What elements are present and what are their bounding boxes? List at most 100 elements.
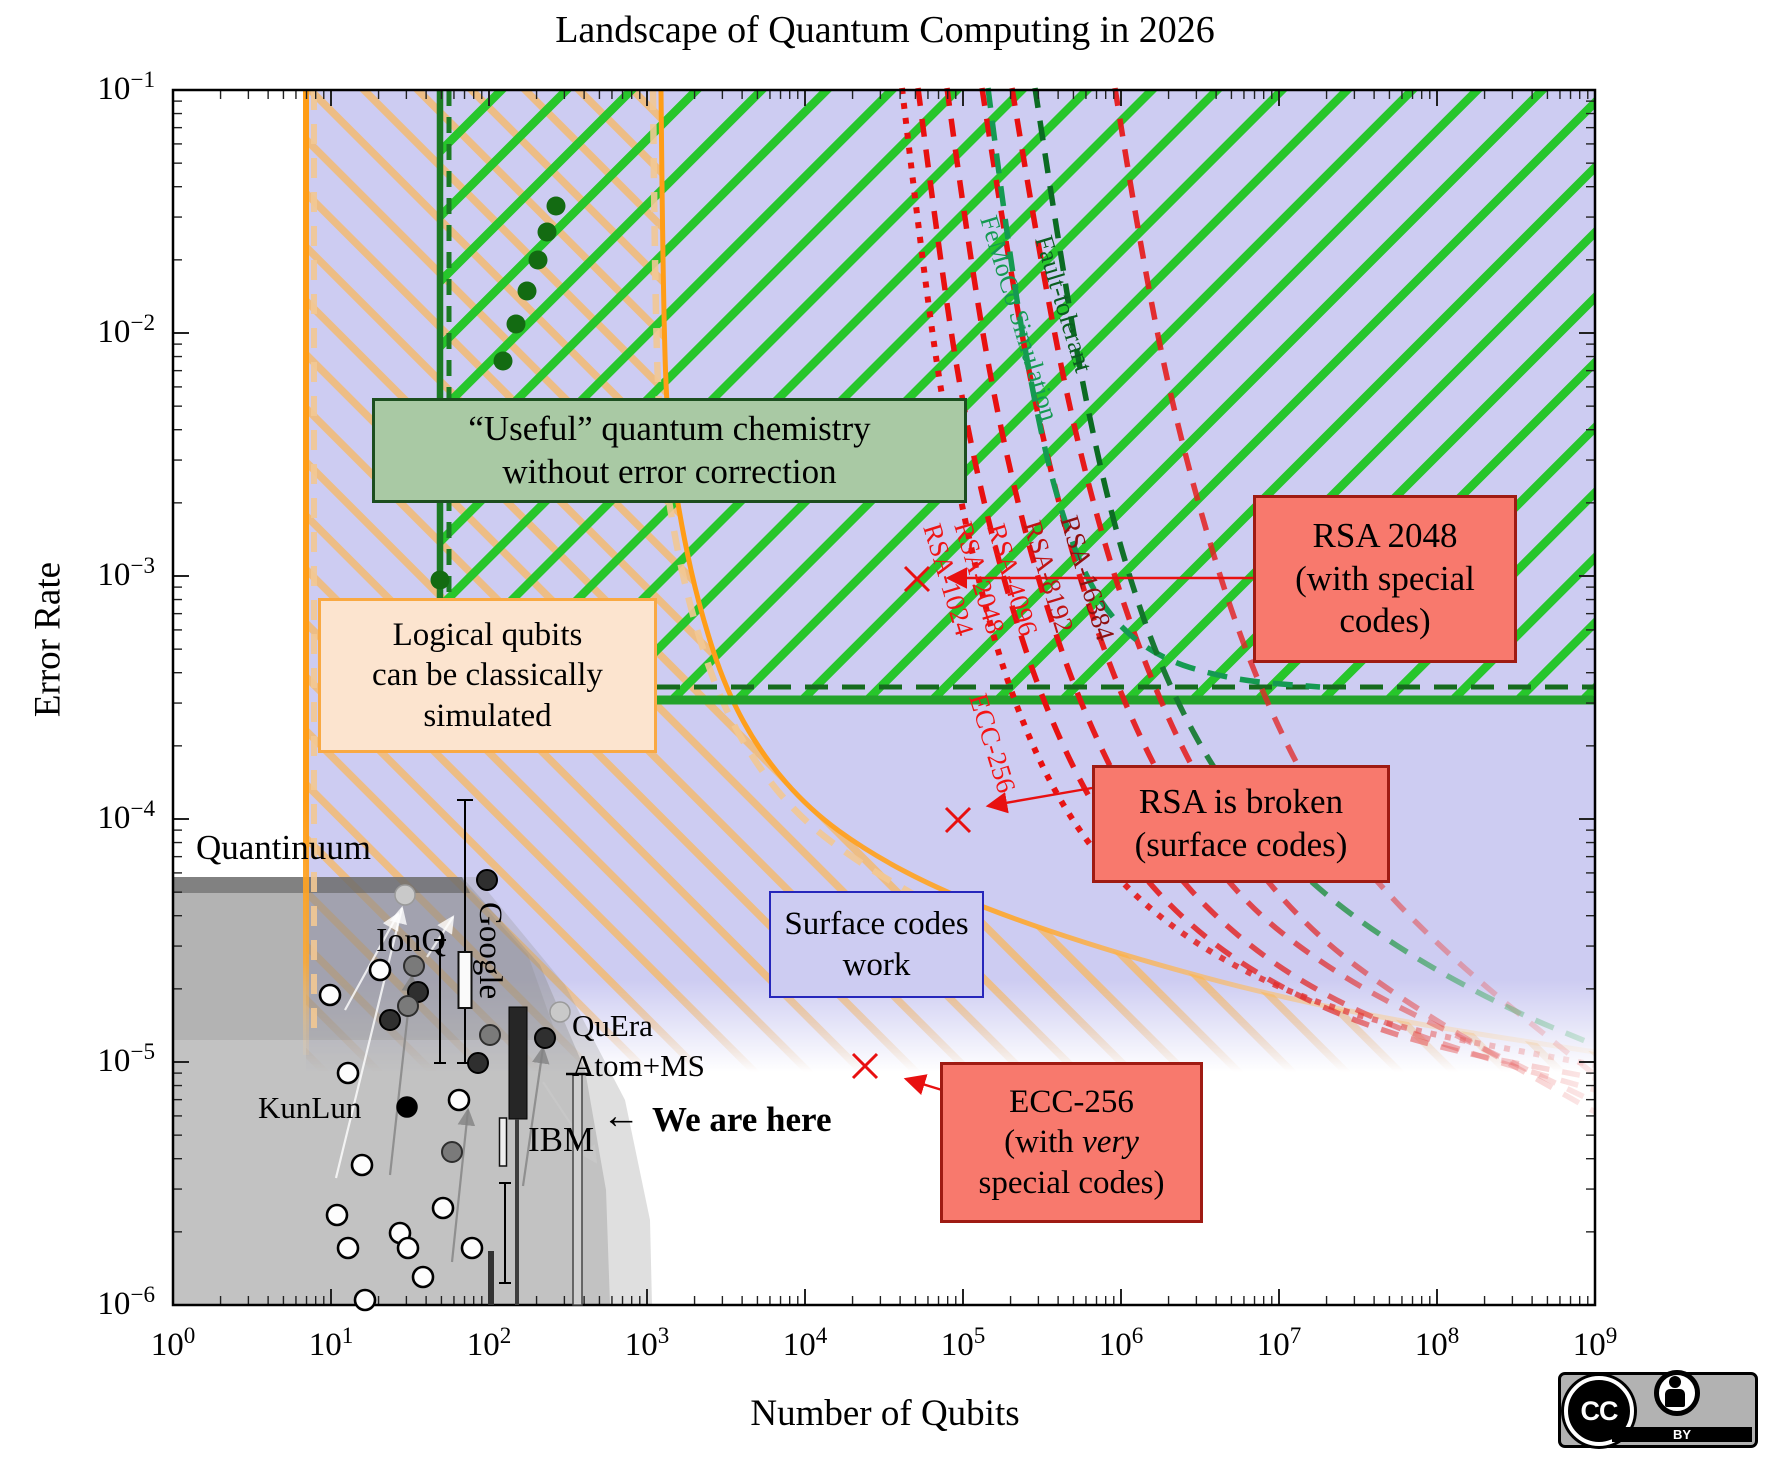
device-data-point: [353, 1288, 377, 1312]
cc-by-label: BY: [1612, 1427, 1752, 1442]
device-data-point: [350, 1153, 374, 1177]
device-data-point: [534, 1027, 556, 1049]
device-data-point: [396, 1236, 420, 1260]
person-icon-body: [1665, 1389, 1685, 1407]
progress-arrow: [344, 912, 400, 1011]
google-marker: [457, 951, 473, 1009]
useful-chemistry-box: “Useful” quantum chemistry without error …: [372, 398, 967, 503]
rsa-1024-curve: [915, 87, 1596, 1081]
device-data-point: [368, 958, 392, 982]
device-data-point: [396, 1096, 418, 1118]
device-data-point: [394, 884, 416, 906]
no-error-correction-trajectory-point: [537, 222, 557, 242]
label-we-are-here: We are here: [652, 1100, 832, 1139]
progress-arrow: [334, 905, 407, 1179]
y-tick-label: 10−4: [97, 795, 155, 836]
device-data-point: [397, 995, 419, 1017]
label-we-are-here-arrow: ←: [602, 1095, 640, 1137]
x-rsa2048-special: [903, 565, 931, 593]
device-data-point: [325, 1203, 349, 1227]
y-tick-label: 10−2: [97, 309, 155, 350]
axis-ticks: [173, 90, 1595, 1305]
device-data-point: [460, 1236, 484, 1260]
progress-arrow: [426, 915, 455, 958]
rsa-16384-curve: [1112, 87, 1597, 1078]
ecc-256-box: ECC-256 (with very special codes): [940, 1062, 1203, 1223]
dark-bar-2: [488, 1251, 494, 1305]
progress-arrow: [521, 1045, 550, 1187]
no-error-correction-trajectory-point: [430, 570, 450, 590]
rsa-2048-curve: [944, 87, 1596, 1093]
label-quera: QuEra: [572, 1008, 653, 1043]
no-error-correction-trajectory-point: [517, 281, 537, 301]
no-error-correction-trajectory-point: [493, 351, 513, 371]
chart-title: Landscape of Quantum Computing in 2026: [555, 9, 1215, 51]
x-tick-label: 108: [1414, 1322, 1460, 1363]
device-region-layer: [173, 877, 470, 893]
quera-bar: [572, 1073, 583, 1306]
device-data-point: [441, 1141, 463, 1163]
label-quantinuum: Quantinuum: [196, 828, 371, 867]
x-tick-label: 106: [1098, 1322, 1144, 1363]
no-error-correction-trajectory-point: [546, 196, 566, 216]
ecc-256-curve: [899, 87, 1596, 1068]
label-google: Google: [472, 902, 508, 1000]
device-data-point: [403, 955, 425, 977]
x-tick-label: 104: [782, 1322, 828, 1363]
label-atom-ms: Atom+MS: [572, 1048, 705, 1083]
x-tick-label: 101: [308, 1322, 354, 1363]
femoco-curve: [985, 87, 1321, 690]
white-bar: [498, 1117, 508, 1167]
device-data-point: [379, 1009, 401, 1031]
no-error-correction-trajectory-point: [528, 250, 548, 270]
ionq-errorbar: [434, 939, 446, 1064]
x-tick-label: 102: [466, 1322, 512, 1363]
x-tick-label: 109: [1572, 1322, 1618, 1363]
device-data-point: [549, 1001, 571, 1023]
device-data-point: [476, 869, 498, 891]
device-data-point: [336, 1236, 360, 1260]
x-axis-label: Number of Qubits: [750, 1393, 1020, 1434]
progress-arrow: [542, 1081, 598, 1164]
x-tick-label: 107: [1256, 1322, 1302, 1363]
x-tick-label: 100: [150, 1322, 196, 1363]
person-icon-head: [1669, 1376, 1681, 1388]
rsa-broken-box: RSA is broken (surface codes): [1092, 765, 1390, 883]
x-tick-label: 105: [940, 1322, 986, 1363]
logical-qubits-box: Logical qubits can be classically simulate…: [318, 598, 657, 753]
label-ibm: IBM: [528, 1120, 595, 1159]
rsa-2048-box: RSA 2048 (with special codes): [1253, 495, 1517, 663]
y-tick-label: 10−1: [97, 66, 155, 107]
device-region-layer: [173, 877, 652, 1305]
no-error-correction-trajectory-point: [506, 314, 526, 334]
x-rsa-surface: [944, 806, 972, 834]
device-data-point: [447, 1088, 471, 1112]
cc-by-license-badge: CC BY: [1558, 1370, 1758, 1448]
x-tick-label: 103: [624, 1322, 670, 1363]
arrow-rsa-broken: [985, 786, 1093, 814]
y-tick-label: 10−3: [97, 552, 155, 593]
device-data-point: [479, 1024, 501, 1046]
surface-codes-box: Surface codes work: [769, 891, 984, 998]
progress-arrow: [450, 1107, 476, 1263]
ibm-thin-bar: [515, 1119, 519, 1305]
device-data-point: [336, 1061, 360, 1085]
plot-border: [171, 88, 1597, 1307]
classical-sim-boundary-dashed: [649, 89, 920, 900]
ibm-errorbar: [499, 1182, 511, 1284]
device-data-point: [467, 1052, 489, 1074]
x-ecc256: [851, 1052, 879, 1080]
y-tick-label: 10−6: [97, 1281, 155, 1322]
rsa-8192-curve: [1009, 87, 1597, 1115]
label-kunlun: KunLun: [258, 1090, 362, 1125]
device-data-point: [318, 983, 342, 1007]
fault-tolerant-curve: [1032, 87, 1597, 1048]
device-data-point: [431, 1196, 455, 1220]
device-region-layer: [173, 877, 610, 1305]
ibm-bar: [508, 1006, 528, 1120]
device-data-point: [411, 1265, 435, 1289]
arrow-ecc: [903, 1074, 943, 1095]
label-ionq: IonQ: [376, 922, 446, 959]
